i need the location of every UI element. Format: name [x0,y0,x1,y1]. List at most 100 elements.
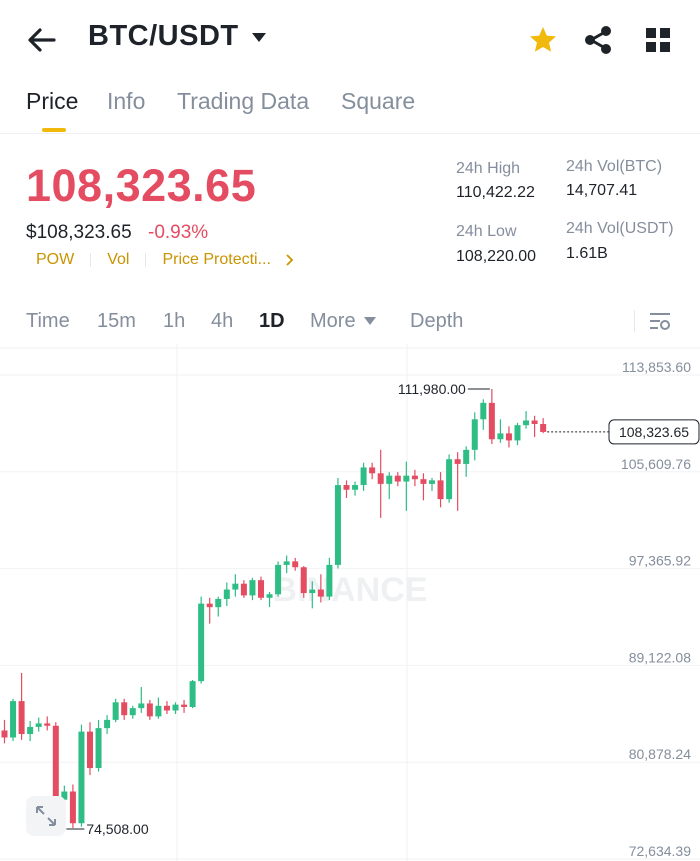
candle-body [172,704,179,711]
interval-1h[interactable]: 1h [163,310,186,332]
menu-grid-button[interactable] [644,26,672,54]
tab-square[interactable]: Square [341,88,416,114]
page-tabs: Price Info Trading Data Square [0,78,700,134]
candle-body [420,479,427,484]
candlestick-chart[interactable]: 113,853.60 105,609.76 97,365.92 89,122.08 80… [0,344,700,861]
candle-body [87,731,93,769]
low-label: 24h Low [456,223,517,240]
candle-body [343,485,350,490]
tab-trading-data[interactable]: Trading Data [177,88,310,114]
top-bar: BTC/USDT [0,0,700,78]
high-value: 110,422.22 [456,184,535,201]
interval-time[interactable]: Time [26,310,70,332]
interval-1d[interactable]: 1D [259,310,285,332]
candle-body [240,583,247,596]
tag-divider [90,253,92,267]
y-axis-label: 97,365.92 [629,553,691,569]
candle-body [275,564,282,595]
vol-btc-label: 24h Vol(BTC) [566,158,663,175]
interval-4h[interactable]: 4h [211,310,234,332]
candle-body [206,603,213,608]
candle-body [352,485,359,490]
candle-body [232,583,239,590]
grid-icon [646,28,670,52]
chart-settings-button[interactable] [648,310,672,334]
candle-body [403,475,410,482]
candle-body [300,567,307,594]
vol-usdt-value: 1.61B [566,245,608,262]
candle-body [78,731,85,824]
tab-price[interactable]: Price [26,88,79,114]
tab-info[interactable]: Info [107,88,146,114]
candle-body [514,425,521,441]
candle-body [189,681,196,707]
expand-icon [36,806,56,826]
star-icon [530,27,556,52]
candle-body [523,420,530,426]
candle-body [480,402,487,420]
candle-body [488,402,495,440]
candle-body [138,703,145,709]
active-tab-indicator [42,128,66,132]
candle-body [155,705,162,717]
chart-settings-icon [650,313,670,330]
pair-selector[interactable]: BTC/USDT [88,20,267,53]
candle-body [266,594,273,598]
candle-body [471,419,478,450]
candle-body [360,467,367,486]
current-price-label: 108,323.65 [619,424,689,440]
pair-title: BTC/USDT [88,20,239,52]
candle-body [394,475,401,482]
high-label: 24h High [456,160,521,177]
candle-body [95,728,102,769]
candle-body [317,589,324,597]
candle-body [369,467,376,474]
candle-body [531,420,538,424]
vol-btc-value: 14,707.41 [566,182,638,199]
candle-body [437,480,444,500]
candle-body [411,475,418,480]
candle-body [463,449,470,464]
candle-body [446,459,453,500]
candle-body [181,704,188,707]
candle-body [35,723,42,727]
share-icon [585,26,611,54]
candle-body [18,701,25,734]
low-marker-label: 74,508.00 [86,821,148,837]
usd-price: $108,323.65 [26,222,132,243]
y-axis-label: 72,634.39 [629,843,691,859]
caret-down-icon [251,32,266,42]
candle-body [27,726,34,734]
y-axis-label: 105,609.76 [621,456,691,472]
candle-body [249,580,256,596]
tag-price-protection[interactable]: Price Protecti... [162,251,271,268]
interval-15m[interactable]: 15m [97,310,136,332]
candle-body [69,791,76,824]
favorite-button[interactable] [527,24,559,56]
candle-body [540,423,547,432]
candle-body [112,702,119,720]
depth-tab[interactable]: Depth [410,310,464,332]
y-axis-label: 113,853.60 [622,359,691,375]
tag-pow[interactable]: POW [36,251,75,268]
candle-body [334,485,341,565]
back-button[interactable] [24,22,60,58]
candle-body [198,603,205,682]
candle-body [497,433,504,440]
chart-svg: 113,853.60 105,609.76 97,365.92 89,122.08 80… [0,344,700,861]
share-button[interactable] [582,24,614,56]
candle-body [61,791,68,800]
chevron-right-icon[interactable] [285,254,293,266]
candle-body [223,589,230,599]
expand-chart-button[interactable] [26,796,66,836]
tag-vol[interactable]: Vol [107,251,130,268]
arrow-left-icon [28,28,56,52]
candle-body [309,589,316,594]
candle-body [386,475,393,484]
y-axis-label: 80,878.24 [629,746,691,762]
candle-body [215,598,222,608]
caret-down-icon [364,317,376,325]
candle-body [52,725,59,800]
more-dropdown[interactable]: More [310,310,356,332]
current-price-tag [608,419,700,445]
